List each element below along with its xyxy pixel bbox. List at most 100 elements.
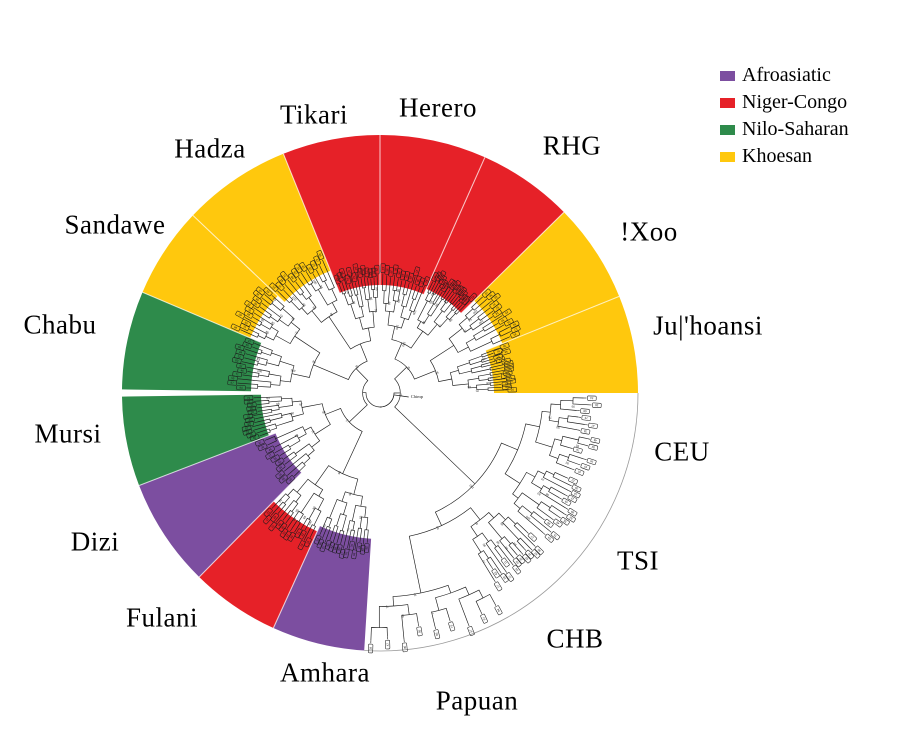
branch: [325, 407, 350, 423]
bootstrap-value: 77: [399, 393, 403, 397]
tip-tick: [498, 353, 501, 355]
sector-wedge-sandawe: [142, 215, 278, 338]
tip-label-box: [590, 437, 601, 444]
branch: [475, 597, 484, 612]
legend-swatch-niger-congo-icon: [720, 97, 735, 108]
tip-label-box: [352, 263, 359, 274]
branch: [517, 508, 544, 534]
tip-label-box: [306, 263, 315, 274]
tip-sample-id: 68: [238, 345, 243, 350]
branch: [458, 594, 470, 624]
branch: [482, 593, 495, 604]
bootstrap-value: 100: [468, 483, 475, 490]
tip-label-box: [413, 266, 421, 277]
branch: [356, 294, 362, 308]
bootstrap-value: 58: [495, 540, 500, 545]
branch: [560, 399, 574, 405]
tip-sample-id: 20: [260, 445, 265, 450]
tip-sample-id: 46: [593, 438, 597, 443]
tip-sample-id: 57: [468, 628, 473, 633]
tip-tick: [404, 281, 406, 285]
tip-sample-id: 34: [590, 396, 594, 400]
tip-sample-id: 21: [266, 510, 271, 515]
tip-sample-id: 83: [247, 302, 252, 307]
tip-label-box: [502, 369, 513, 376]
bootstrap-value: 83: [266, 396, 270, 400]
tip-label-box: [416, 626, 423, 637]
bootstrap-value: 83: [272, 297, 277, 302]
tip-sample-id: 22: [237, 354, 241, 359]
tip-tick: [343, 545, 345, 549]
tip-label-box: [500, 573, 509, 583]
tip-label-box: [480, 613, 488, 624]
tip-tick: [270, 513, 274, 516]
tip-label-box: [572, 446, 583, 454]
branch: [278, 401, 293, 408]
branch: [257, 362, 267, 366]
tip-tick: [343, 278, 346, 282]
branch: [343, 520, 353, 546]
branch: [357, 276, 364, 307]
tip-label-box: [328, 541, 336, 552]
branch: [256, 396, 282, 399]
tip-label-box: [493, 581, 503, 592]
bootstrap-value: 83: [270, 321, 275, 326]
branch: [551, 438, 562, 448]
sector-wedge-juhoansi: [485, 296, 638, 393]
bootstrap-value: 100: [291, 295, 298, 302]
branch: [435, 370, 452, 382]
tip-label-box: [509, 320, 520, 329]
tip-sample-id: 62: [293, 270, 298, 275]
branch: [512, 483, 521, 499]
branch: [298, 512, 304, 522]
bootstrap-value: 83: [354, 364, 359, 369]
tip-label-box: [522, 553, 532, 564]
tip-tick: [417, 623, 419, 627]
branch: [307, 446, 315, 457]
branch: [364, 516, 369, 530]
tip-label-box: [467, 626, 475, 636]
tip-tick: [569, 447, 573, 449]
tip-label-box: [285, 475, 295, 485]
tip-tick: [338, 284, 341, 288]
branch: [272, 501, 285, 514]
tip-label-box: [335, 544, 343, 554]
tip-sample-id: 56: [512, 322, 517, 327]
tip-sample-id: 91: [509, 379, 513, 383]
tip-label-box: [331, 543, 339, 554]
tip-label-box: [468, 292, 478, 302]
tip-tick: [500, 370, 504, 372]
tip-label-box: [431, 272, 439, 282]
branch: [241, 378, 272, 385]
branch: [445, 309, 453, 319]
bootstrap-value: 77: [294, 330, 299, 335]
tip-tick: [252, 429, 256, 431]
bootstrap-value: 100: [307, 520, 313, 527]
branch: [420, 314, 430, 324]
branch: [341, 500, 348, 515]
tip-tick: [520, 552, 524, 555]
tip-label-box: [275, 281, 285, 291]
tip-label-box: [493, 353, 504, 361]
tip-sample-id: 62: [493, 571, 498, 576]
tip-sample-id: 47: [265, 517, 270, 522]
tip-sample-id: 75: [503, 374, 507, 378]
bootstrap-value: 100: [525, 515, 532, 521]
tip-tick: [287, 473, 290, 476]
branch: [473, 329, 484, 339]
tip-tick: [438, 284, 441, 288]
tip-label-box: [234, 343, 245, 351]
tip-sample-id: 47: [432, 275, 437, 280]
branch: [297, 284, 305, 294]
branch: [513, 498, 521, 509]
tip-sample-id: 78: [584, 416, 588, 420]
tip-tick: [300, 272, 304, 276]
branch: [328, 302, 338, 317]
tip-sample-id: 79: [553, 533, 558, 538]
branch: [342, 284, 347, 294]
tip-sample-id: 56: [417, 629, 422, 633]
tip-tick: [329, 536, 332, 541]
branch: [308, 297, 317, 311]
tip-tick: [271, 295, 275, 298]
uncolored-sector-outline-arc: [364, 392, 639, 652]
